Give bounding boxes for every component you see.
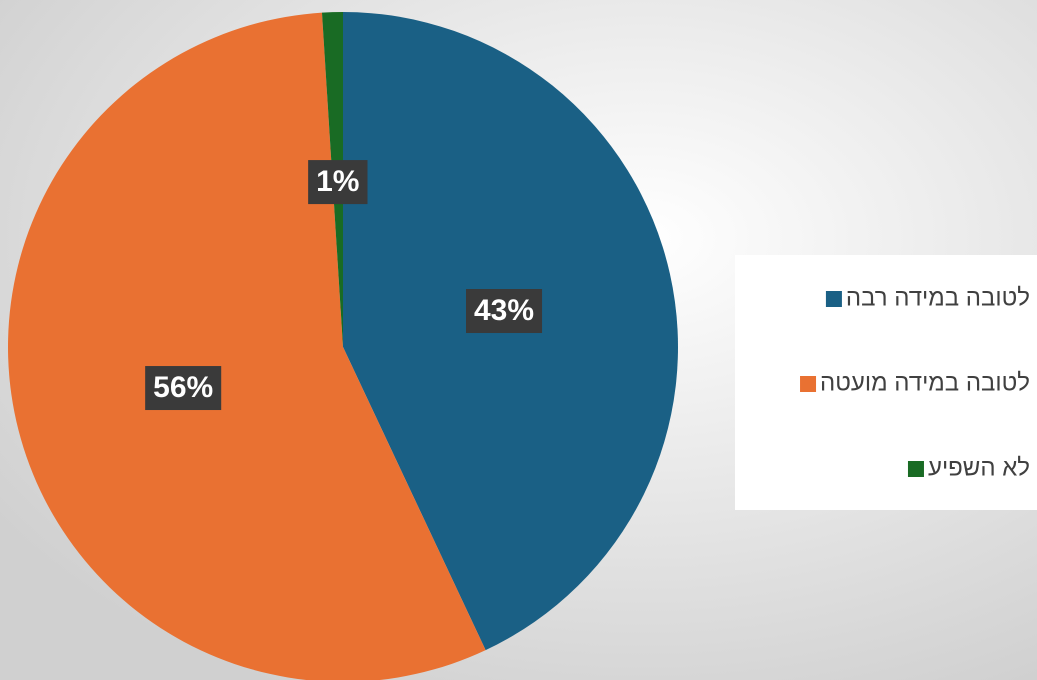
legend-label: לטובה במידה מועטה xyxy=(820,369,1030,396)
data-label: 56% xyxy=(153,371,213,404)
legend-swatch xyxy=(825,291,842,307)
legend-label: לא השפיע xyxy=(928,454,1030,481)
data-label: 1% xyxy=(316,165,359,198)
legend-box xyxy=(735,255,1037,510)
data-label-box xyxy=(145,366,222,411)
data-label-box xyxy=(308,160,368,205)
legend-swatch xyxy=(800,376,817,392)
data-label: 43% xyxy=(474,294,534,327)
legend-swatch xyxy=(907,461,924,477)
pie-slice xyxy=(8,12,486,680)
data-label-box xyxy=(466,289,543,334)
legend-label: לטובה במידה רבה xyxy=(846,284,1030,311)
